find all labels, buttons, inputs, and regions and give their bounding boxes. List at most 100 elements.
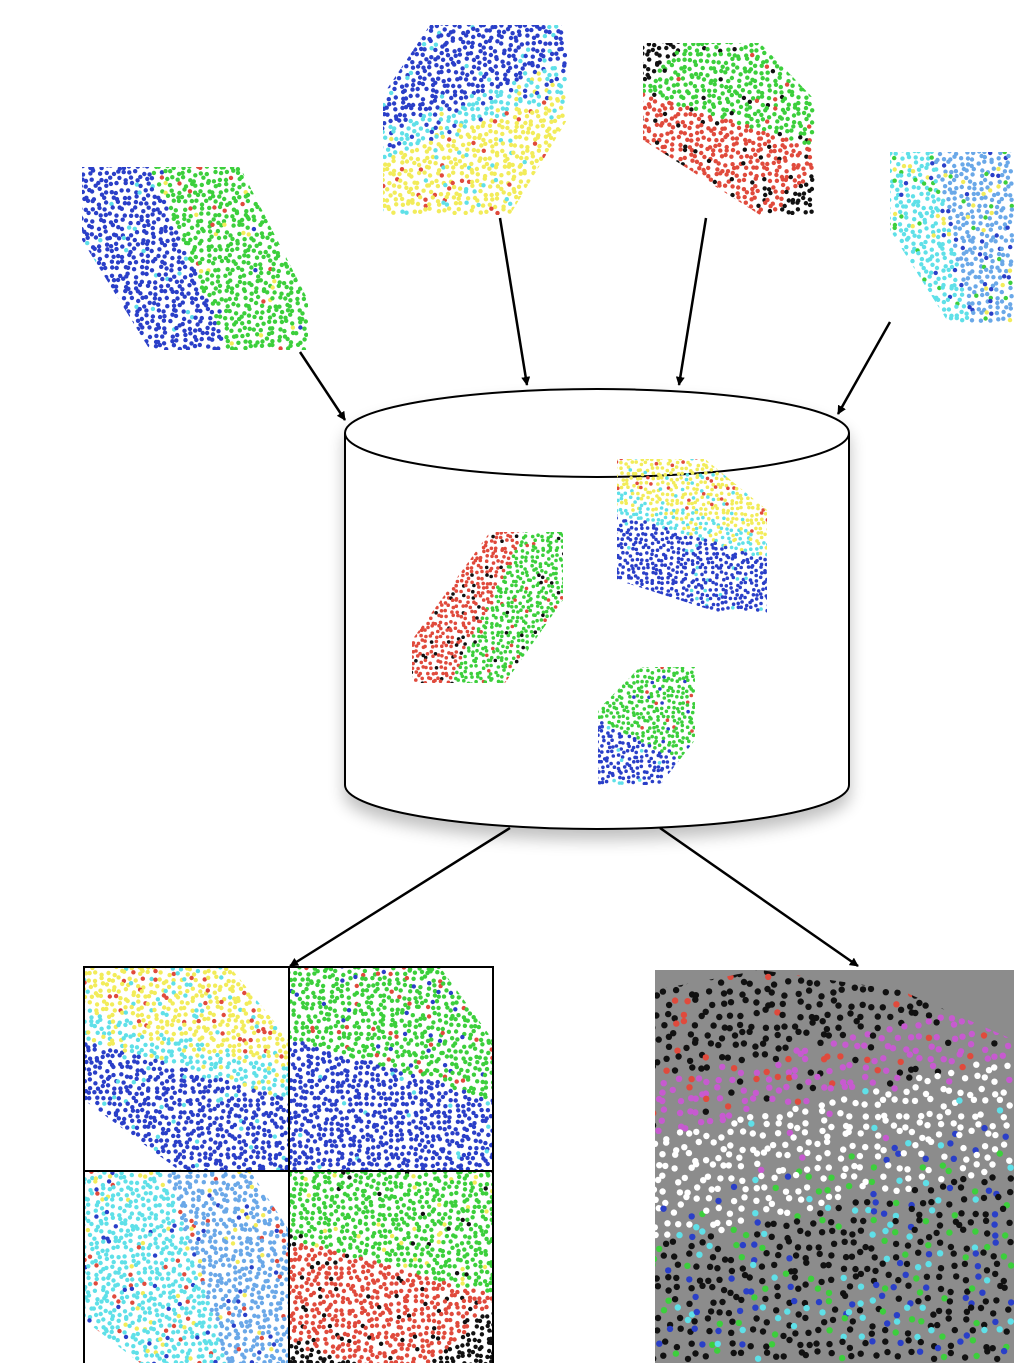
point	[1001, 283, 1005, 287]
point	[439, 621, 443, 625]
point	[508, 565, 512, 569]
point	[746, 518, 750, 522]
point	[201, 280, 205, 284]
point	[687, 67, 691, 71]
point	[162, 326, 166, 330]
point	[760, 162, 764, 166]
point	[695, 131, 699, 135]
point	[175, 280, 179, 284]
point	[773, 60, 777, 64]
point	[102, 322, 106, 326]
point	[509, 36, 513, 40]
point	[116, 260, 120, 264]
point	[664, 516, 668, 520]
point	[109, 163, 113, 167]
point	[496, 559, 500, 563]
point	[224, 335, 228, 339]
point	[451, 39, 455, 43]
point	[998, 162, 1002, 166]
point	[960, 148, 964, 152]
point	[493, 119, 497, 123]
point	[792, 46, 796, 50]
point	[421, 53, 425, 57]
point	[740, 497, 744, 501]
point	[296, 343, 300, 347]
point	[286, 308, 290, 312]
point	[379, 73, 383, 77]
point	[484, 132, 488, 136]
point	[746, 496, 750, 500]
point	[303, 178, 307, 182]
point	[481, 653, 485, 657]
point	[386, 84, 390, 88]
point	[90, 219, 94, 223]
point	[481, 138, 485, 142]
point	[717, 96, 721, 100]
point	[512, 81, 516, 85]
point	[474, 680, 478, 684]
point	[451, 636, 455, 640]
point	[980, 232, 984, 236]
point	[117, 338, 121, 342]
point	[544, 571, 548, 575]
point	[433, 679, 437, 683]
point	[722, 517, 726, 521]
point	[648, 161, 652, 165]
point	[652, 489, 656, 493]
point	[778, 48, 782, 52]
point	[797, 65, 801, 69]
point	[786, 107, 790, 111]
point	[198, 275, 202, 279]
point	[981, 228, 985, 232]
point	[704, 508, 708, 512]
point	[98, 187, 102, 191]
point	[901, 257, 905, 261]
point	[240, 202, 244, 206]
point	[536, 189, 540, 193]
point	[158, 315, 162, 319]
point	[676, 73, 680, 77]
point	[935, 266, 939, 270]
point	[431, 654, 435, 658]
point	[514, 135, 518, 139]
point	[388, 77, 392, 81]
point	[460, 179, 464, 183]
point	[253, 166, 257, 170]
point	[961, 180, 965, 184]
point	[274, 221, 278, 225]
point	[189, 273, 193, 277]
point	[683, 131, 687, 135]
point	[670, 63, 674, 67]
point	[470, 45, 474, 49]
point	[1001, 310, 1005, 314]
point	[790, 72, 794, 76]
point	[409, 94, 413, 98]
point	[105, 163, 109, 167]
point	[554, 203, 558, 207]
point	[410, 135, 414, 139]
point	[955, 316, 959, 320]
point	[162, 200, 166, 204]
point	[749, 502, 753, 506]
point	[489, 582, 493, 586]
point	[1000, 262, 1004, 266]
point	[388, 193, 392, 197]
point	[389, 91, 393, 95]
point	[115, 327, 119, 331]
point	[471, 654, 475, 658]
point	[303, 196, 307, 200]
point	[544, 111, 548, 115]
point	[395, 43, 399, 47]
point	[235, 191, 239, 195]
point	[228, 253, 232, 257]
point	[243, 289, 247, 293]
point	[772, 149, 776, 153]
point	[991, 275, 995, 279]
point	[661, 93, 665, 97]
point	[730, 193, 734, 197]
point	[493, 99, 497, 103]
point	[541, 539, 545, 543]
point	[253, 263, 257, 267]
point	[756, 189, 760, 193]
point	[972, 182, 976, 186]
